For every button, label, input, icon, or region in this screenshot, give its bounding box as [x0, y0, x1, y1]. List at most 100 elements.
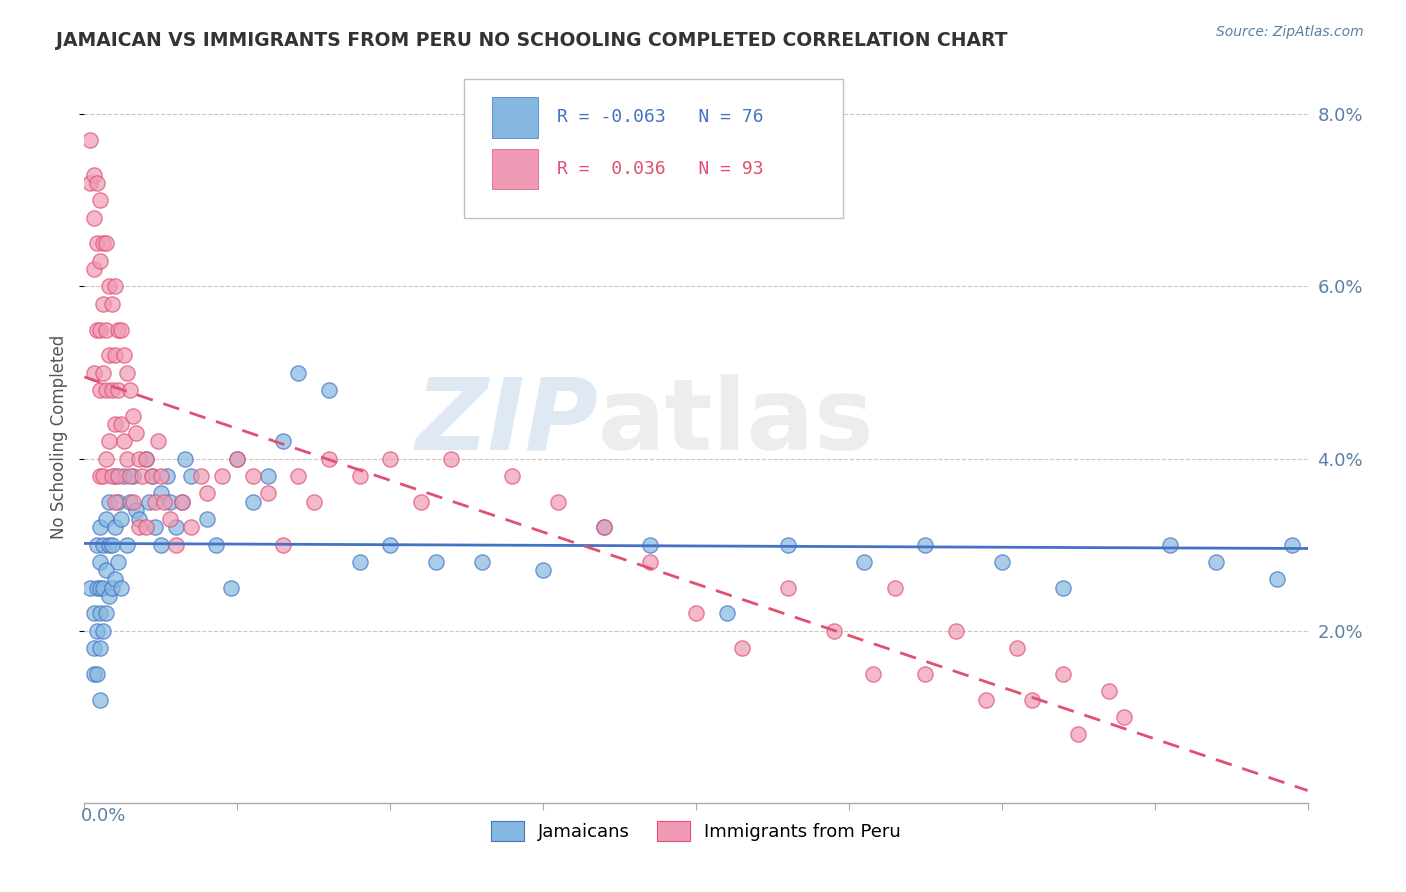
Point	[112, 348, 135, 362]
Text: JAMAICAN VS IMMIGRANTS FROM PERU NO SCHOOLING COMPLETED CORRELATION CHART: JAMAICAN VS IMMIGRANTS FROM PERU NO SCHO…	[56, 31, 1008, 50]
Point	[110, 417, 132, 432]
Point	[89, 520, 111, 534]
Point	[287, 366, 309, 380]
Point	[195, 512, 218, 526]
Point	[122, 468, 145, 483]
Point	[180, 520, 202, 534]
Point	[89, 640, 111, 655]
Point	[94, 383, 117, 397]
Point	[86, 581, 108, 595]
Point	[86, 322, 108, 336]
Point	[380, 451, 402, 466]
Point	[195, 486, 218, 500]
Point	[731, 640, 754, 655]
Point	[349, 468, 371, 483]
Point	[86, 666, 108, 681]
Point	[180, 468, 202, 483]
Point	[165, 520, 187, 534]
Point	[1067, 727, 1090, 741]
Point	[89, 383, 111, 397]
Point	[110, 581, 132, 595]
Text: R =  0.036   N = 93: R = 0.036 N = 93	[557, 160, 763, 178]
Point	[104, 468, 127, 483]
Point	[349, 555, 371, 569]
Point	[143, 494, 166, 508]
Point	[226, 451, 249, 466]
Point	[135, 520, 157, 534]
Point	[97, 538, 120, 552]
Point	[128, 520, 150, 534]
Point	[107, 322, 129, 336]
Point	[226, 451, 249, 466]
Point	[97, 279, 120, 293]
Point	[242, 494, 264, 508]
Point	[380, 538, 402, 552]
Point	[853, 555, 876, 569]
Point	[440, 451, 463, 466]
FancyBboxPatch shape	[492, 97, 538, 137]
Point	[883, 581, 905, 595]
Point	[104, 572, 127, 586]
Text: 0.0%: 0.0%	[82, 807, 127, 825]
Point	[257, 468, 280, 483]
Point	[149, 538, 172, 552]
Point	[104, 494, 127, 508]
Text: Source: ZipAtlas.com: Source: ZipAtlas.com	[1216, 25, 1364, 39]
Point	[79, 176, 101, 190]
Point	[112, 434, 135, 449]
Point	[1098, 684, 1121, 698]
Point	[914, 538, 936, 552]
Point	[97, 434, 120, 449]
Point	[89, 581, 111, 595]
Point	[89, 692, 111, 706]
Point	[104, 520, 127, 534]
Point	[149, 486, 172, 500]
Point	[159, 512, 181, 526]
Point	[97, 494, 120, 508]
Point	[110, 322, 132, 336]
Point	[91, 236, 114, 251]
Point	[104, 279, 127, 293]
Point	[107, 468, 129, 483]
Point	[128, 451, 150, 466]
Point	[547, 494, 569, 508]
Point	[172, 494, 194, 508]
Point	[120, 468, 142, 483]
Point	[128, 512, 150, 526]
Point	[94, 607, 117, 621]
Point	[149, 468, 172, 483]
Point	[242, 468, 264, 483]
Point	[219, 581, 242, 595]
Point	[271, 434, 294, 449]
Point	[138, 494, 160, 508]
Point	[862, 666, 884, 681]
Point	[107, 494, 129, 508]
Point	[174, 451, 197, 466]
Point	[135, 451, 157, 466]
Point	[776, 581, 799, 595]
Point	[593, 520, 616, 534]
Point	[115, 538, 138, 552]
Point	[685, 607, 707, 621]
Point	[83, 607, 105, 621]
Point	[156, 468, 179, 483]
Point	[945, 624, 967, 638]
Point	[318, 383, 340, 397]
Point	[287, 468, 309, 483]
Point	[205, 538, 228, 552]
Point	[104, 417, 127, 432]
Point	[1021, 692, 1043, 706]
Legend: Jamaicans, Immigrants from Peru: Jamaicans, Immigrants from Peru	[484, 814, 908, 848]
Point	[159, 494, 181, 508]
Point	[1114, 710, 1136, 724]
Point	[131, 468, 153, 483]
Point	[146, 434, 169, 449]
Point	[141, 468, 163, 483]
Point	[271, 538, 294, 552]
Point	[1052, 581, 1074, 595]
Point	[115, 366, 138, 380]
FancyBboxPatch shape	[492, 149, 538, 189]
Point	[638, 555, 661, 569]
Point	[89, 253, 111, 268]
Point	[1052, 666, 1074, 681]
